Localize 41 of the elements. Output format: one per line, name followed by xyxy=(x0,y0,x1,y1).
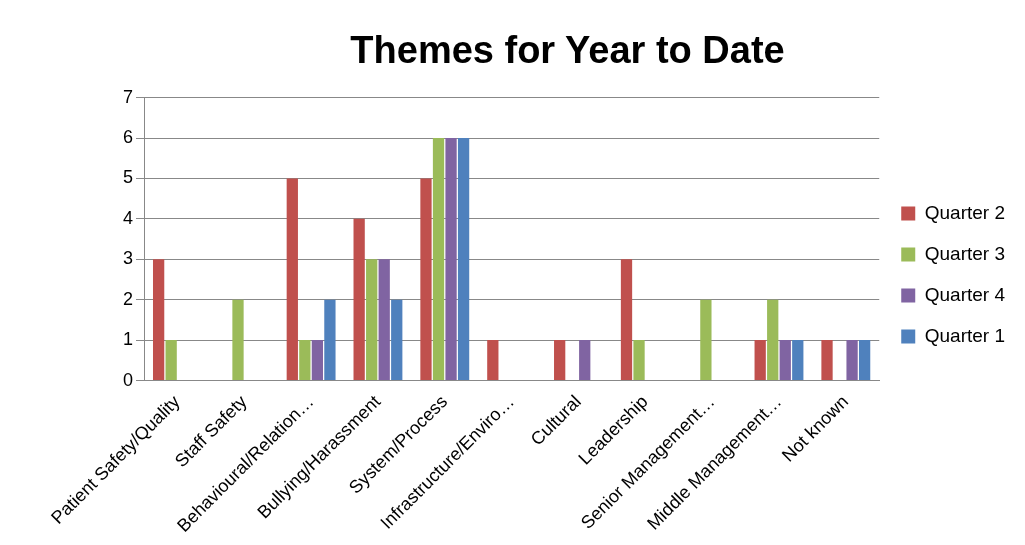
legend-label: Quarter 1 xyxy=(924,324,1006,346)
bar xyxy=(700,299,712,381)
bar xyxy=(232,299,244,381)
y-tick-label: 5 xyxy=(123,167,134,188)
bar xyxy=(633,340,645,381)
bar xyxy=(432,138,445,381)
bar xyxy=(420,178,432,381)
bar xyxy=(821,340,833,381)
bar xyxy=(445,138,457,381)
bar xyxy=(378,259,390,381)
y-tick-label: 3 xyxy=(123,248,134,269)
legend-label: Quarter 4 xyxy=(924,283,1006,305)
y-tick-label: 7 xyxy=(123,86,134,107)
bar xyxy=(324,299,336,381)
bar xyxy=(286,178,298,381)
legend-label: Quarter 3 xyxy=(924,242,1006,264)
y-tick-label: 0 xyxy=(123,369,134,390)
bar xyxy=(792,340,804,381)
bar xyxy=(754,340,766,381)
bar xyxy=(391,299,403,381)
bar xyxy=(846,340,858,381)
y-tick-label: 1 xyxy=(123,329,134,350)
bar xyxy=(779,340,791,381)
bar xyxy=(767,299,779,381)
bar xyxy=(353,218,365,381)
legend-label: Quarter 2 xyxy=(924,201,1006,223)
bar xyxy=(311,340,324,381)
bar xyxy=(152,259,165,381)
bar xyxy=(620,259,633,381)
bar xyxy=(579,340,591,381)
y-tick-label: 2 xyxy=(123,288,134,309)
bar xyxy=(366,259,378,381)
bar xyxy=(858,340,871,381)
bar xyxy=(165,340,177,381)
bar xyxy=(457,138,470,381)
chart-title: Themes for Year to Date xyxy=(350,29,785,72)
bar xyxy=(299,340,311,381)
bar xyxy=(487,340,499,381)
y-tick-label: 6 xyxy=(123,126,134,147)
y-tick-label: 4 xyxy=(123,207,134,228)
bar xyxy=(554,340,566,381)
